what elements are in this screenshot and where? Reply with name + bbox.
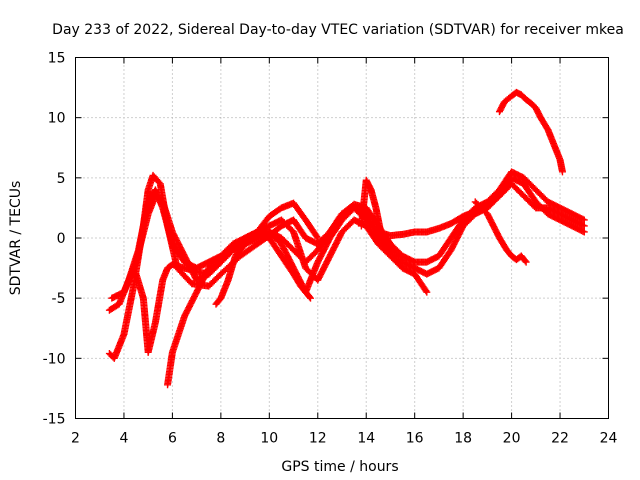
y-tick-label: 0 xyxy=(57,231,66,247)
y-tick-label: -5 xyxy=(52,291,66,307)
data-point xyxy=(580,216,588,224)
grid xyxy=(75,57,609,419)
series-track-9 xyxy=(357,176,394,254)
data-point xyxy=(580,222,588,230)
x-tick-label: 10 xyxy=(260,431,278,447)
x-axis-label: GPS time / hours xyxy=(281,459,398,475)
series-track-6 xyxy=(212,199,322,308)
y-tick-label: 10 xyxy=(48,111,66,127)
data-point xyxy=(521,257,529,265)
data-point xyxy=(580,228,588,236)
series-track-7 xyxy=(495,88,566,176)
data-points xyxy=(105,88,588,389)
series-track-4 xyxy=(164,216,431,389)
x-tick-label: 6 xyxy=(168,431,177,447)
axis-ticks xyxy=(75,57,609,419)
x-axis-tick-labels: 2 4 6 8 10 12 14 16 18 20 22 24 xyxy=(71,431,617,447)
y-tick-label: -15 xyxy=(43,412,66,428)
x-tick-label: 24 xyxy=(600,431,618,447)
data-point xyxy=(313,233,321,241)
series-track-8 xyxy=(471,198,530,266)
data-point xyxy=(422,287,430,295)
x-tick-label: 8 xyxy=(216,431,225,447)
y-tick-label: -10 xyxy=(43,351,66,367)
series-track-5 xyxy=(132,228,315,356)
chart-title: Day 233 of 2022, Sidereal Day-to-day VTE… xyxy=(52,22,624,38)
data-point xyxy=(314,234,322,242)
data-point xyxy=(306,293,314,301)
x-tick-label: 14 xyxy=(357,431,375,447)
data-point xyxy=(522,258,530,266)
y-tick-label: 5 xyxy=(57,171,66,187)
data-point xyxy=(307,294,315,302)
x-tick-label: 4 xyxy=(119,431,128,447)
y-tick-label: 15 xyxy=(48,51,66,67)
y-axis-tick-labels: -15 -10 -5 0 5 10 15 xyxy=(43,51,66,428)
x-tick-label: 16 xyxy=(406,431,424,447)
x-tick-label: 2 xyxy=(71,431,80,447)
x-tick-label: 22 xyxy=(551,431,569,447)
y-axis-label: SDTVAR / TECUs xyxy=(8,181,24,296)
data-point xyxy=(385,245,393,253)
data-point xyxy=(558,168,566,176)
x-tick-label: 18 xyxy=(454,431,472,447)
x-tick-label: 12 xyxy=(309,431,327,447)
data-point xyxy=(386,246,394,254)
data-point xyxy=(423,288,431,296)
x-tick-label: 20 xyxy=(503,431,521,447)
